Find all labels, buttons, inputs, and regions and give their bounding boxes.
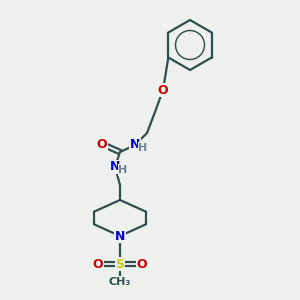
Text: O: O	[93, 257, 103, 271]
Text: N: N	[115, 230, 125, 242]
Text: N: N	[130, 139, 140, 152]
Text: H: H	[118, 165, 127, 175]
Text: O: O	[158, 83, 168, 97]
Text: H: H	[138, 143, 148, 153]
Text: CH₃: CH₃	[109, 277, 131, 287]
Text: N: N	[110, 160, 120, 173]
Text: O: O	[137, 257, 147, 271]
Text: O: O	[97, 139, 107, 152]
Text: S: S	[116, 257, 124, 271]
